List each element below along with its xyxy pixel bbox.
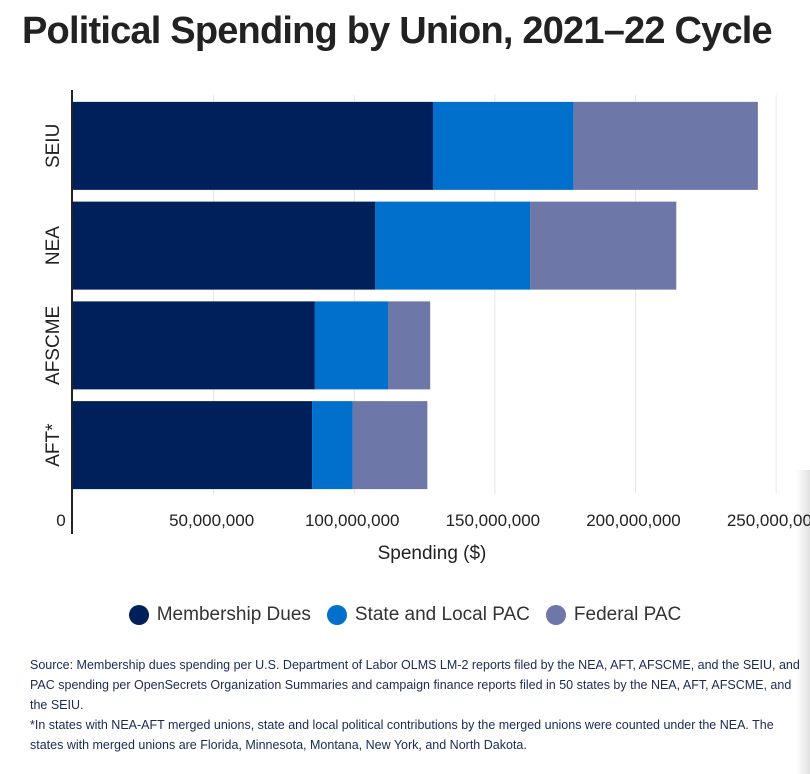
category-label: AFT* — [43, 423, 64, 467]
bars — [73, 101, 758, 490]
legend-swatch — [128, 605, 149, 625]
legend-swatch — [326, 605, 347, 625]
bar-nea-series-0 — [73, 201, 376, 290]
chart-title: Political Spending by Union, 2021–22 Cyc… — [22, 10, 773, 52]
legend-label: Membership Dues — [156, 604, 311, 625]
legend-label: Federal PAC — [573, 604, 682, 625]
x-axis-title: Spending ($) — [378, 543, 487, 564]
bar-nea-series-2 — [530, 201, 677, 290]
source-text: Source: Membership dues spending per U.S… — [30, 658, 800, 712]
legend-item: State and Local PAC — [326, 604, 530, 626]
bar-afscme-series-2 — [388, 301, 431, 390]
bar-afscme-series-0 — [73, 301, 315, 390]
bar-seiu-series-1 — [433, 101, 574, 190]
x-tick-label: 100,000,000 — [305, 511, 400, 530]
axes: SEIU NEA AFSCME AFT* 0 50,000,000 100,000,000 1… — [43, 90, 810, 534]
category-label: AFSCME — [43, 306, 64, 385]
bar-seiu-series-0 — [73, 101, 433, 190]
bar-nea-series-1 — [375, 201, 531, 290]
page-edge-shadow — [796, 470, 810, 774]
footnote-text: *In states with NEA-AFT merged unions, s… — [30, 718, 774, 752]
legend: Membership Dues State and Local PAC Federa… — [0, 604, 810, 626]
x-tick-label: 150,000,000 — [446, 511, 541, 530]
bar-afscme-series-1 — [314, 301, 388, 390]
bar-seiu-series-2 — [573, 101, 758, 190]
category-label: SEIU — [43, 124, 64, 168]
x-tick-label: 200,000,000 — [586, 511, 681, 530]
legend-swatch — [545, 605, 566, 625]
legend-label: State and Local PAC — [354, 604, 530, 625]
category-label: NEA — [43, 226, 64, 265]
bar-aft-series-1 — [312, 401, 353, 490]
source-notes: Source: Membership dues spending per U.S… — [30, 655, 800, 755]
legend-item: Federal PAC — [545, 604, 682, 626]
bar-chart: SEIU NEA AFSCME AFT* 0 50,000,000 100,000,000 1… — [43, 90, 810, 564]
x-tick-label: 0 — [56, 511, 65, 530]
bar-aft-series-2 — [352, 401, 428, 490]
x-tick-label: 50,000,000 — [169, 511, 254, 530]
bar-aft-series-0 — [73, 401, 313, 490]
x-tick-label: 250,000,000 — [727, 511, 810, 530]
legend-item: Membership Dues — [128, 604, 311, 626]
